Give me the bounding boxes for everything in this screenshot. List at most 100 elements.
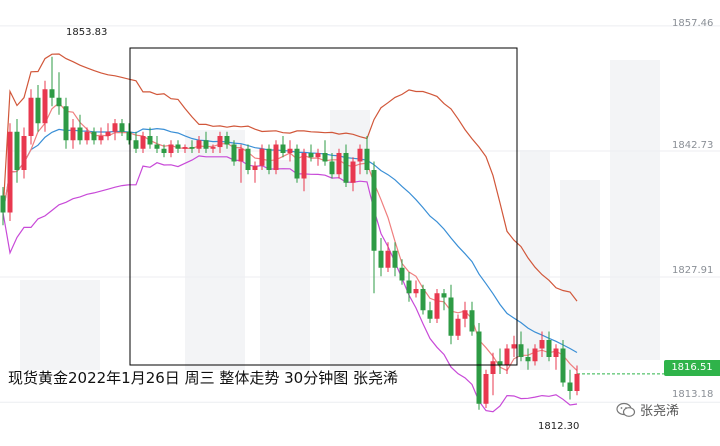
candle-body — [252, 165, 258, 170]
background-block — [610, 60, 660, 360]
background-block — [20, 280, 100, 370]
candle-body — [392, 250, 398, 268]
candle-body — [133, 140, 139, 149]
candle-body — [350, 161, 356, 183]
y-tick-label: 1857.46 — [672, 18, 714, 29]
candle-body — [420, 289, 426, 311]
candle-body — [434, 293, 440, 319]
candle-body — [567, 382, 573, 391]
candle-body — [84, 131, 90, 141]
candle-body — [56, 97, 62, 107]
background-decoration — [20, 60, 660, 370]
candle-body — [469, 310, 475, 332]
candle-body — [91, 131, 97, 141]
y-tick-label: 1842.73 — [672, 140, 714, 151]
candles — [0, 56, 580, 410]
candle-body — [497, 361, 503, 366]
chart-caption: 现货黄金2022年1月26日 周三 整体走势 30分钟图 张尧浠 — [8, 369, 398, 387]
candle-body — [161, 148, 167, 153]
candle-body — [14, 131, 20, 170]
candle-body — [441, 293, 447, 298]
candle-body — [315, 153, 321, 158]
candle-body — [238, 148, 244, 162]
candle-body — [280, 144, 286, 153]
candle-body — [413, 289, 419, 294]
candle-body — [42, 89, 48, 124]
candle-body — [105, 131, 111, 136]
candle-body — [357, 148, 363, 162]
candle-body — [196, 140, 202, 149]
candle-body — [511, 344, 517, 349]
candle-body — [175, 144, 181, 149]
candle-body — [182, 147, 188, 149]
candle-body — [287, 148, 293, 153]
candle-body — [70, 127, 76, 141]
wechat-icon — [616, 402, 636, 417]
y-tick-label: 1827.91 — [672, 265, 714, 276]
candle-body — [336, 153, 342, 175]
watermark: 张尧浠 — [616, 400, 679, 419]
candle-body — [532, 348, 538, 362]
candle-body — [476, 331, 482, 404]
grid — [0, 25, 720, 403]
candle-body — [63, 106, 69, 141]
candle-body — [483, 374, 489, 404]
candle-body — [490, 361, 496, 374]
candle-body — [210, 147, 216, 149]
candle-body — [266, 148, 272, 170]
candle-body — [77, 127, 83, 141]
candle-body — [189, 147, 195, 149]
candle-body — [329, 161, 335, 175]
candle-body — [294, 148, 300, 179]
candle-body — [7, 131, 13, 213]
candle-body — [259, 148, 265, 166]
candle-body — [49, 89, 55, 98]
candle-body — [455, 318, 461, 336]
candle-body — [427, 310, 433, 319]
candle-body — [273, 144, 279, 170]
candle-body — [462, 310, 468, 319]
candle-body — [231, 144, 237, 162]
candle-body — [560, 348, 566, 383]
candle-body — [0, 195, 6, 213]
candle-body — [343, 153, 349, 183]
candle-body — [448, 297, 454, 336]
candle-body — [154, 144, 160, 149]
background-block — [520, 150, 550, 370]
background-block — [185, 130, 245, 370]
y-tick-label: 1813.18 — [672, 389, 714, 400]
upper-band-line — [2, 53, 578, 302]
candle-body — [406, 280, 412, 294]
candle-body — [98, 136, 104, 141]
candle-body — [399, 267, 405, 281]
high-annotation: 1853.83 — [64, 27, 110, 38]
candle-body — [378, 250, 384, 268]
candle-body — [364, 148, 370, 170]
candle-body — [35, 97, 41, 124]
candle-body — [574, 373, 580, 391]
candle-body — [203, 140, 209, 149]
background-block — [560, 180, 600, 370]
candle-body — [217, 136, 223, 148]
candle-body — [371, 170, 377, 251]
candle-body — [546, 340, 552, 357]
candle-body — [119, 123, 125, 132]
candle-body — [385, 250, 391, 268]
candle-body — [28, 97, 34, 136]
candle-body — [518, 344, 524, 357]
candle-body — [245, 148, 251, 170]
background-block — [330, 110, 370, 370]
candle-body — [553, 348, 559, 357]
candle-body — [147, 136, 153, 145]
watermark-text: 张尧浠 — [640, 404, 680, 419]
candle-body — [504, 348, 510, 366]
candle-body — [301, 153, 307, 179]
background-block — [260, 160, 310, 370]
candle-body — [112, 123, 118, 132]
candle-body — [224, 136, 230, 145]
candle-body — [168, 144, 174, 153]
candle-body — [140, 136, 146, 149]
last-price-badge: 1816.51 — [664, 360, 720, 376]
